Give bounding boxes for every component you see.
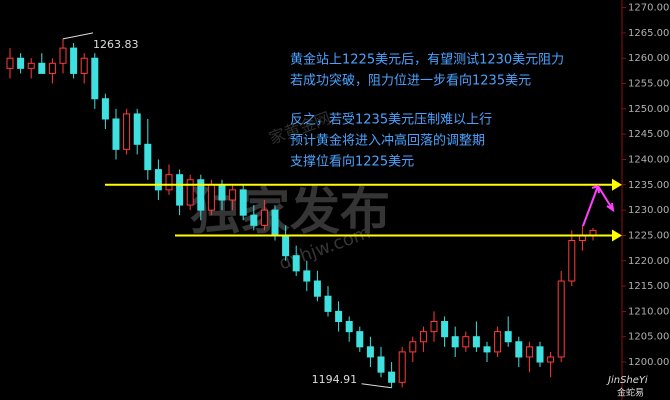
y-tick-label: 1245.00	[628, 129, 669, 140]
candle-body	[218, 184, 226, 201]
candle-body	[186, 179, 194, 206]
candle-body	[17, 57, 25, 69]
plot: 1270.00 1265.00 1260.00 1255.00 1250.00 1245.…	[6, 3, 669, 389]
candle-body	[515, 341, 523, 358]
candle-body	[101, 98, 109, 120]
candle-body	[250, 214, 258, 226]
candle-body	[547, 356, 555, 363]
candle-body	[430, 321, 438, 333]
low-marker	[361, 383, 392, 389]
candle-body	[441, 321, 449, 338]
candle-body	[133, 113, 141, 145]
candle-body	[536, 346, 544, 363]
candle-body	[154, 169, 162, 191]
candle-body	[27, 62, 35, 69]
logo-text: JinSheYi	[606, 375, 648, 386]
candle-body	[335, 310, 343, 323]
y-tick-label: 1265.00	[628, 28, 669, 39]
candle-body	[525, 346, 533, 358]
y-tick-label: 1260.00	[628, 53, 669, 64]
y-tick-label: 1240.00	[628, 154, 669, 165]
y-tick-label: 1210.00	[628, 306, 669, 317]
low-label: 1194.91	[312, 373, 358, 386]
annotation: 预计黄金将进入冲高回落的调整期	[290, 133, 485, 149]
y-tick-label: 1215.00	[628, 281, 669, 292]
candle-body	[144, 143, 152, 171]
candle-body	[59, 47, 67, 64]
candle-body	[356, 331, 364, 348]
candle-body	[48, 62, 56, 74]
candle-body	[313, 280, 321, 297]
y-tick-label: 1220.00	[628, 256, 669, 267]
y-tick-label: 1255.00	[628, 79, 669, 90]
annotation: 反之，若受1235美元压制难以上行	[290, 112, 492, 128]
high-marker	[62, 32, 94, 40]
candle-body	[409, 341, 417, 353]
candle-body	[80, 57, 88, 74]
candle-body	[568, 240, 576, 282]
candle-body	[557, 280, 565, 358]
candle-body	[292, 255, 300, 272]
candle-body	[398, 351, 406, 383]
candle-body	[451, 336, 459, 348]
candle-body	[504, 331, 512, 343]
high-label: 1263.83	[93, 38, 139, 51]
y-tick-label: 1225.00	[628, 230, 669, 241]
candle-body	[70, 47, 78, 74]
annotation: 若成功突破，阻力位进一步看向1235美元	[290, 73, 531, 89]
y-tick-label: 1230.00	[628, 205, 669, 216]
candle-body	[38, 62, 46, 74]
y-tick-label: 1200.00	[628, 357, 669, 368]
arrow	[582, 184, 615, 227]
candle-body	[91, 57, 99, 100]
candle-body	[112, 118, 120, 150]
candle-body	[462, 336, 470, 348]
level-arrow	[612, 178, 622, 191]
candle-body	[123, 113, 131, 150]
logo: JinSheYi 金蛇易	[606, 375, 648, 399]
candle-body	[303, 270, 311, 282]
y-tick-label: 1205.00	[628, 332, 669, 343]
candle-body	[207, 184, 215, 211]
candle-body	[483, 346, 491, 353]
candle-body	[271, 209, 279, 236]
y-tick-label: 1250.00	[628, 104, 669, 115]
candle-body	[282, 234, 290, 257]
candle-body	[388, 371, 396, 383]
candle-body	[324, 295, 332, 312]
candle-body	[239, 189, 247, 216]
annotation: 支撑位看向1225美元	[290, 154, 414, 170]
candle-body	[6, 57, 14, 69]
candle-body	[494, 331, 502, 353]
candle-body	[176, 174, 184, 206]
candle-body	[260, 209, 268, 226]
candle-body	[197, 179, 205, 211]
logo-text: 金蛇易	[617, 387, 644, 399]
level-arrow	[612, 229, 622, 242]
annotation: 黄金站上1225美元后，有望测试1230美元阻力	[290, 52, 564, 68]
candle-body	[472, 336, 480, 348]
candle-body	[229, 189, 237, 201]
y-tick-label: 1235.00	[628, 180, 669, 191]
candle-body	[377, 356, 385, 373]
candle-body	[419, 331, 427, 343]
candle-body	[165, 174, 173, 191]
y-tick-label: 1270.00	[628, 3, 669, 14]
candle-body	[366, 346, 374, 358]
candle-body	[345, 321, 353, 333]
